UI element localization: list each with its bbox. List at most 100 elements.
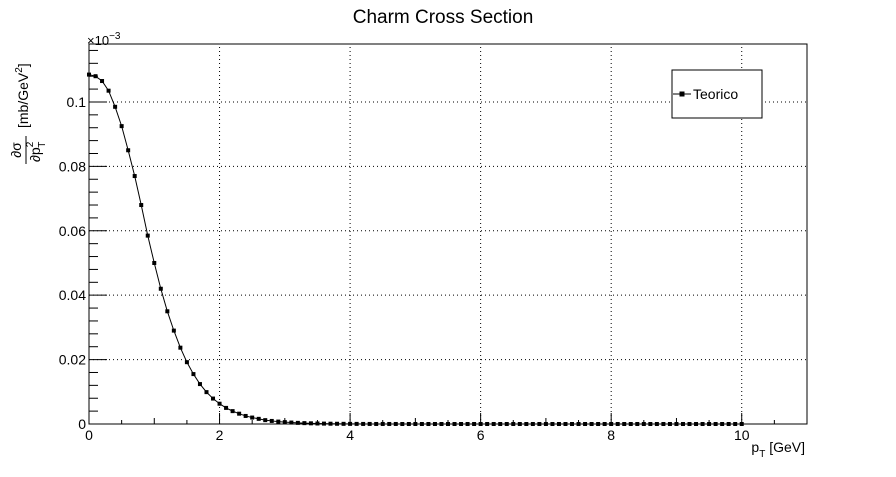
data-point (335, 421, 340, 426)
y-axis-label-den-sup: 2 (25, 141, 36, 147)
data-point (393, 421, 398, 426)
data-point (93, 74, 98, 79)
data-point (158, 286, 163, 291)
data-point (178, 345, 183, 350)
data-point (152, 260, 157, 265)
data-point (720, 422, 725, 426)
data-point (113, 104, 118, 109)
data-point (446, 422, 450, 426)
data-point (622, 422, 627, 426)
data-point (713, 422, 718, 426)
data-point (511, 422, 516, 426)
data-point (282, 420, 287, 425)
data-point (387, 421, 392, 426)
data-point (400, 422, 405, 426)
data-point (654, 422, 659, 426)
axis-ticks (88, 49, 808, 425)
data-point (570, 422, 575, 426)
data-point (739, 422, 744, 426)
data-point (472, 422, 477, 426)
data-point (380, 421, 385, 426)
data-point (230, 409, 235, 414)
data-point (478, 422, 483, 426)
data-point (87, 72, 91, 77)
x-axis-label: pT [GeV] (751, 439, 805, 460)
data-point (543, 422, 548, 426)
data-point (211, 396, 216, 401)
data-point (694, 422, 699, 426)
data-point (243, 413, 248, 418)
x-tick-label: 10 (734, 427, 750, 443)
data-point (648, 422, 653, 426)
series-line (88, 74, 742, 425)
data-point (504, 422, 509, 426)
data-point (328, 421, 333, 426)
data-point (680, 422, 685, 426)
x-tick-label: 6 (477, 427, 485, 443)
x-tick-label: 2 (216, 427, 224, 443)
data-point (374, 421, 379, 426)
y-tick-label: 0.06 (59, 223, 86, 239)
data-point (413, 422, 418, 426)
data-point (106, 88, 111, 93)
data-point (191, 372, 196, 377)
data-point (276, 419, 281, 424)
data-point (126, 148, 131, 153)
data-point (315, 421, 320, 426)
data-point (171, 328, 176, 333)
data-point (563, 422, 568, 426)
data-point (100, 79, 105, 84)
data-point (491, 422, 496, 426)
data-point (687, 422, 692, 426)
legend-marker-icon (679, 91, 685, 97)
data-point (726, 422, 731, 426)
y-axis-label-den-main: ∂p (27, 147, 43, 162)
data-point (485, 422, 490, 426)
data-point (537, 422, 542, 426)
data-point (237, 411, 242, 416)
data-point (635, 422, 640, 426)
y-axis-label-numerator: ∂σ (8, 142, 24, 158)
y-axis-exponent-base: ×10 (87, 33, 109, 48)
y-tick-label: 0.04 (59, 287, 86, 303)
data-point (667, 422, 672, 426)
data-point (217, 401, 222, 406)
data-point (576, 422, 581, 426)
data-point (432, 422, 437, 426)
data-point (263, 418, 268, 423)
data-point (406, 422, 411, 426)
y-axis-label-unit-sup: 2 (14, 67, 25, 73)
data-point (602, 422, 607, 426)
series-teorico (87, 72, 744, 426)
data-point (348, 421, 353, 426)
data-point (139, 203, 144, 208)
data-point (589, 422, 594, 426)
data-point (550, 422, 555, 426)
y-axis-exponent-power: −3 (109, 31, 121, 42)
data-point (596, 422, 601, 426)
data-point (530, 422, 535, 426)
data-point (452, 422, 457, 426)
data-point (289, 420, 294, 425)
data-point (367, 421, 372, 426)
data-point (465, 422, 470, 426)
data-point (700, 422, 705, 426)
y-axis-exponent: ×10−3 (87, 31, 121, 48)
data-point (197, 382, 202, 387)
data-point (498, 422, 503, 426)
data-point (302, 421, 307, 426)
data-point (204, 390, 209, 395)
data-point (517, 422, 522, 426)
data-point (295, 420, 300, 425)
data-point (661, 422, 666, 426)
y-axis-label-unit: [mb/GeV2] (14, 63, 31, 128)
data-point (145, 233, 150, 238)
data-point (628, 422, 633, 426)
data-point (184, 360, 189, 365)
data-point (583, 422, 588, 426)
y-tick-label: 0 (78, 416, 86, 432)
y-tick-label: 0.1 (67, 94, 87, 110)
data-point (733, 422, 738, 426)
